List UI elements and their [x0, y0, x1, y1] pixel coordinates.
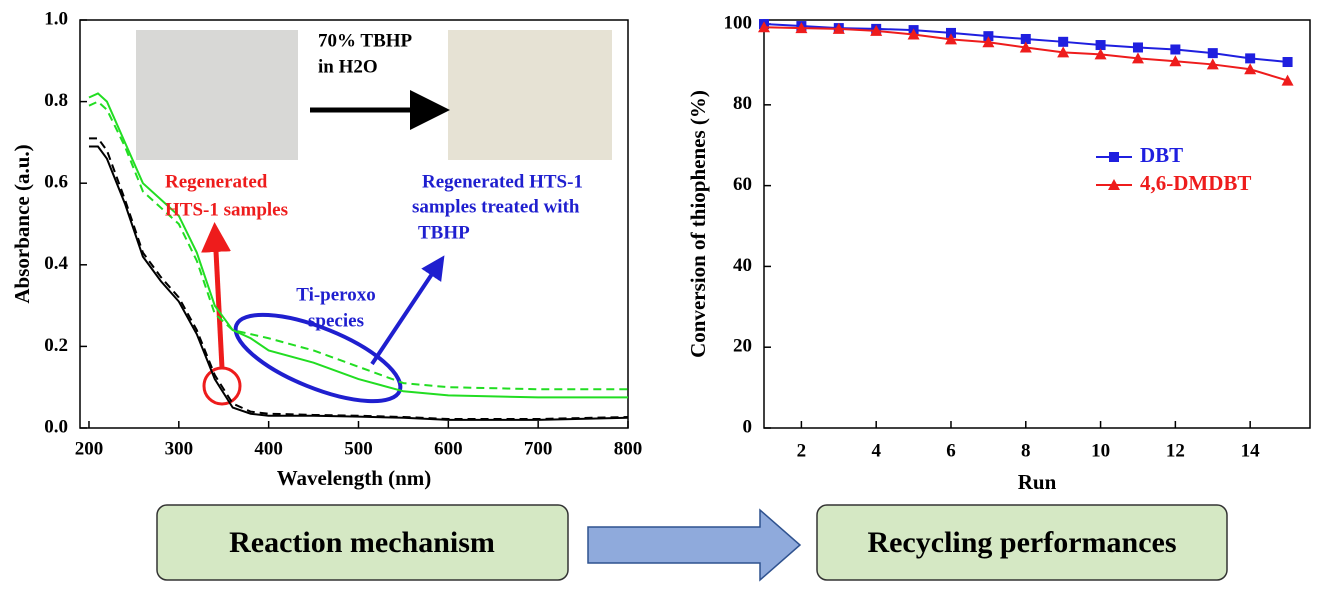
legend-marker — [1109, 152, 1119, 162]
flow-box-label: Recycling performances — [867, 526, 1176, 559]
plot-frame — [763, 19, 1311, 429]
marker — [1244, 63, 1257, 75]
annotation: in H2O — [318, 56, 378, 77]
annotation: TBHP — [418, 222, 470, 243]
flow-box — [156, 504, 569, 581]
x-axis-title: Run — [1018, 470, 1057, 494]
marker — [1245, 53, 1256, 64]
y-tick-label: 100 — [724, 12, 753, 33]
annotation: 70% TBHP — [318, 30, 413, 51]
annotation: HTS-1 samples — [165, 199, 288, 220]
y-axis-title: Conversion of thiophenes (%) — [686, 90, 710, 358]
legend-label: DBT — [1140, 143, 1183, 167]
x-tick-label: 4 — [871, 440, 881, 461]
plot-frame — [79, 19, 629, 429]
marker — [758, 21, 770, 33]
annotation: Regenerated HTS-1 — [422, 171, 583, 192]
x-tick-label: 400 — [254, 438, 283, 459]
annotation: Ti-peroxo — [296, 284, 376, 305]
series-line — [88, 92, 628, 399]
marker — [1019, 41, 1032, 53]
x-tick-label: 700 — [524, 438, 553, 459]
y-tick-label: 80 — [733, 93, 752, 114]
y-tick-label: 0 — [743, 416, 753, 437]
arrow — [201, 222, 232, 369]
marker — [1207, 48, 1218, 59]
flow-box — [816, 504, 1228, 581]
marker — [945, 27, 956, 38]
y-tick-label: 1.0 — [44, 8, 68, 29]
x-tick-label: 12 — [1166, 440, 1185, 461]
y-tick-label: 0.4 — [44, 253, 68, 274]
y-tick-label: 60 — [733, 174, 752, 195]
marker — [1131, 52, 1144, 64]
flow-arrow — [587, 508, 802, 582]
arrow — [370, 255, 445, 366]
y-tick-label: 0.6 — [44, 172, 68, 193]
legend-marker — [1108, 179, 1120, 190]
marker — [1058, 36, 1069, 47]
marker — [1206, 58, 1219, 70]
marker — [832, 22, 845, 34]
x-tick-label: 14 — [1241, 440, 1261, 461]
x-tick-label: 10 — [1091, 440, 1110, 461]
marker — [944, 33, 957, 45]
highlight-circle — [202, 366, 242, 406]
series-line — [88, 137, 629, 421]
marker — [1132, 42, 1143, 53]
x-axis-title: Wavelength (nm) — [277, 466, 432, 490]
marker — [1094, 48, 1107, 60]
annotation: Regenerated — [165, 171, 268, 192]
y-tick-label: 0.2 — [44, 335, 68, 356]
y-tick-label: 40 — [733, 255, 752, 276]
marker — [795, 22, 808, 34]
series-line — [88, 100, 628, 391]
marker — [870, 24, 883, 36]
marker — [1170, 44, 1181, 55]
x-tick-label: 600 — [434, 438, 463, 459]
flow-box-label: Reaction mechanism — [229, 526, 495, 559]
marker — [1281, 74, 1294, 86]
y-axis-title: Absorbance (a.u.) — [10, 144, 34, 303]
x-tick-label: 500 — [344, 438, 373, 459]
y-tick-label: 0.0 — [44, 416, 68, 437]
x-tick-label: 6 — [946, 440, 956, 461]
marker — [1095, 40, 1106, 51]
photo-yellow-powder — [448, 30, 612, 160]
x-tick-label: 300 — [165, 438, 194, 459]
marker — [907, 28, 920, 40]
series-line — [88, 145, 629, 421]
marker — [1057, 46, 1070, 58]
legend-label: 4,6-DMDBT — [1140, 171, 1251, 195]
x-tick-label: 2 — [797, 440, 807, 461]
annotation: species — [308, 310, 364, 331]
y-tick-label: 0.8 — [44, 90, 68, 111]
x-tick-label: 800 — [614, 438, 643, 459]
y-tick-label: 20 — [733, 336, 752, 357]
marker — [1020, 33, 1031, 44]
marker — [982, 36, 995, 48]
marker — [1169, 55, 1182, 67]
marker — [1282, 57, 1293, 68]
photo-white-powder — [136, 30, 298, 160]
x-tick-label: 8 — [1021, 440, 1031, 461]
x-tick-label: 200 — [75, 438, 104, 459]
marker — [983, 31, 994, 42]
annotation: samples treated with — [412, 196, 580, 217]
